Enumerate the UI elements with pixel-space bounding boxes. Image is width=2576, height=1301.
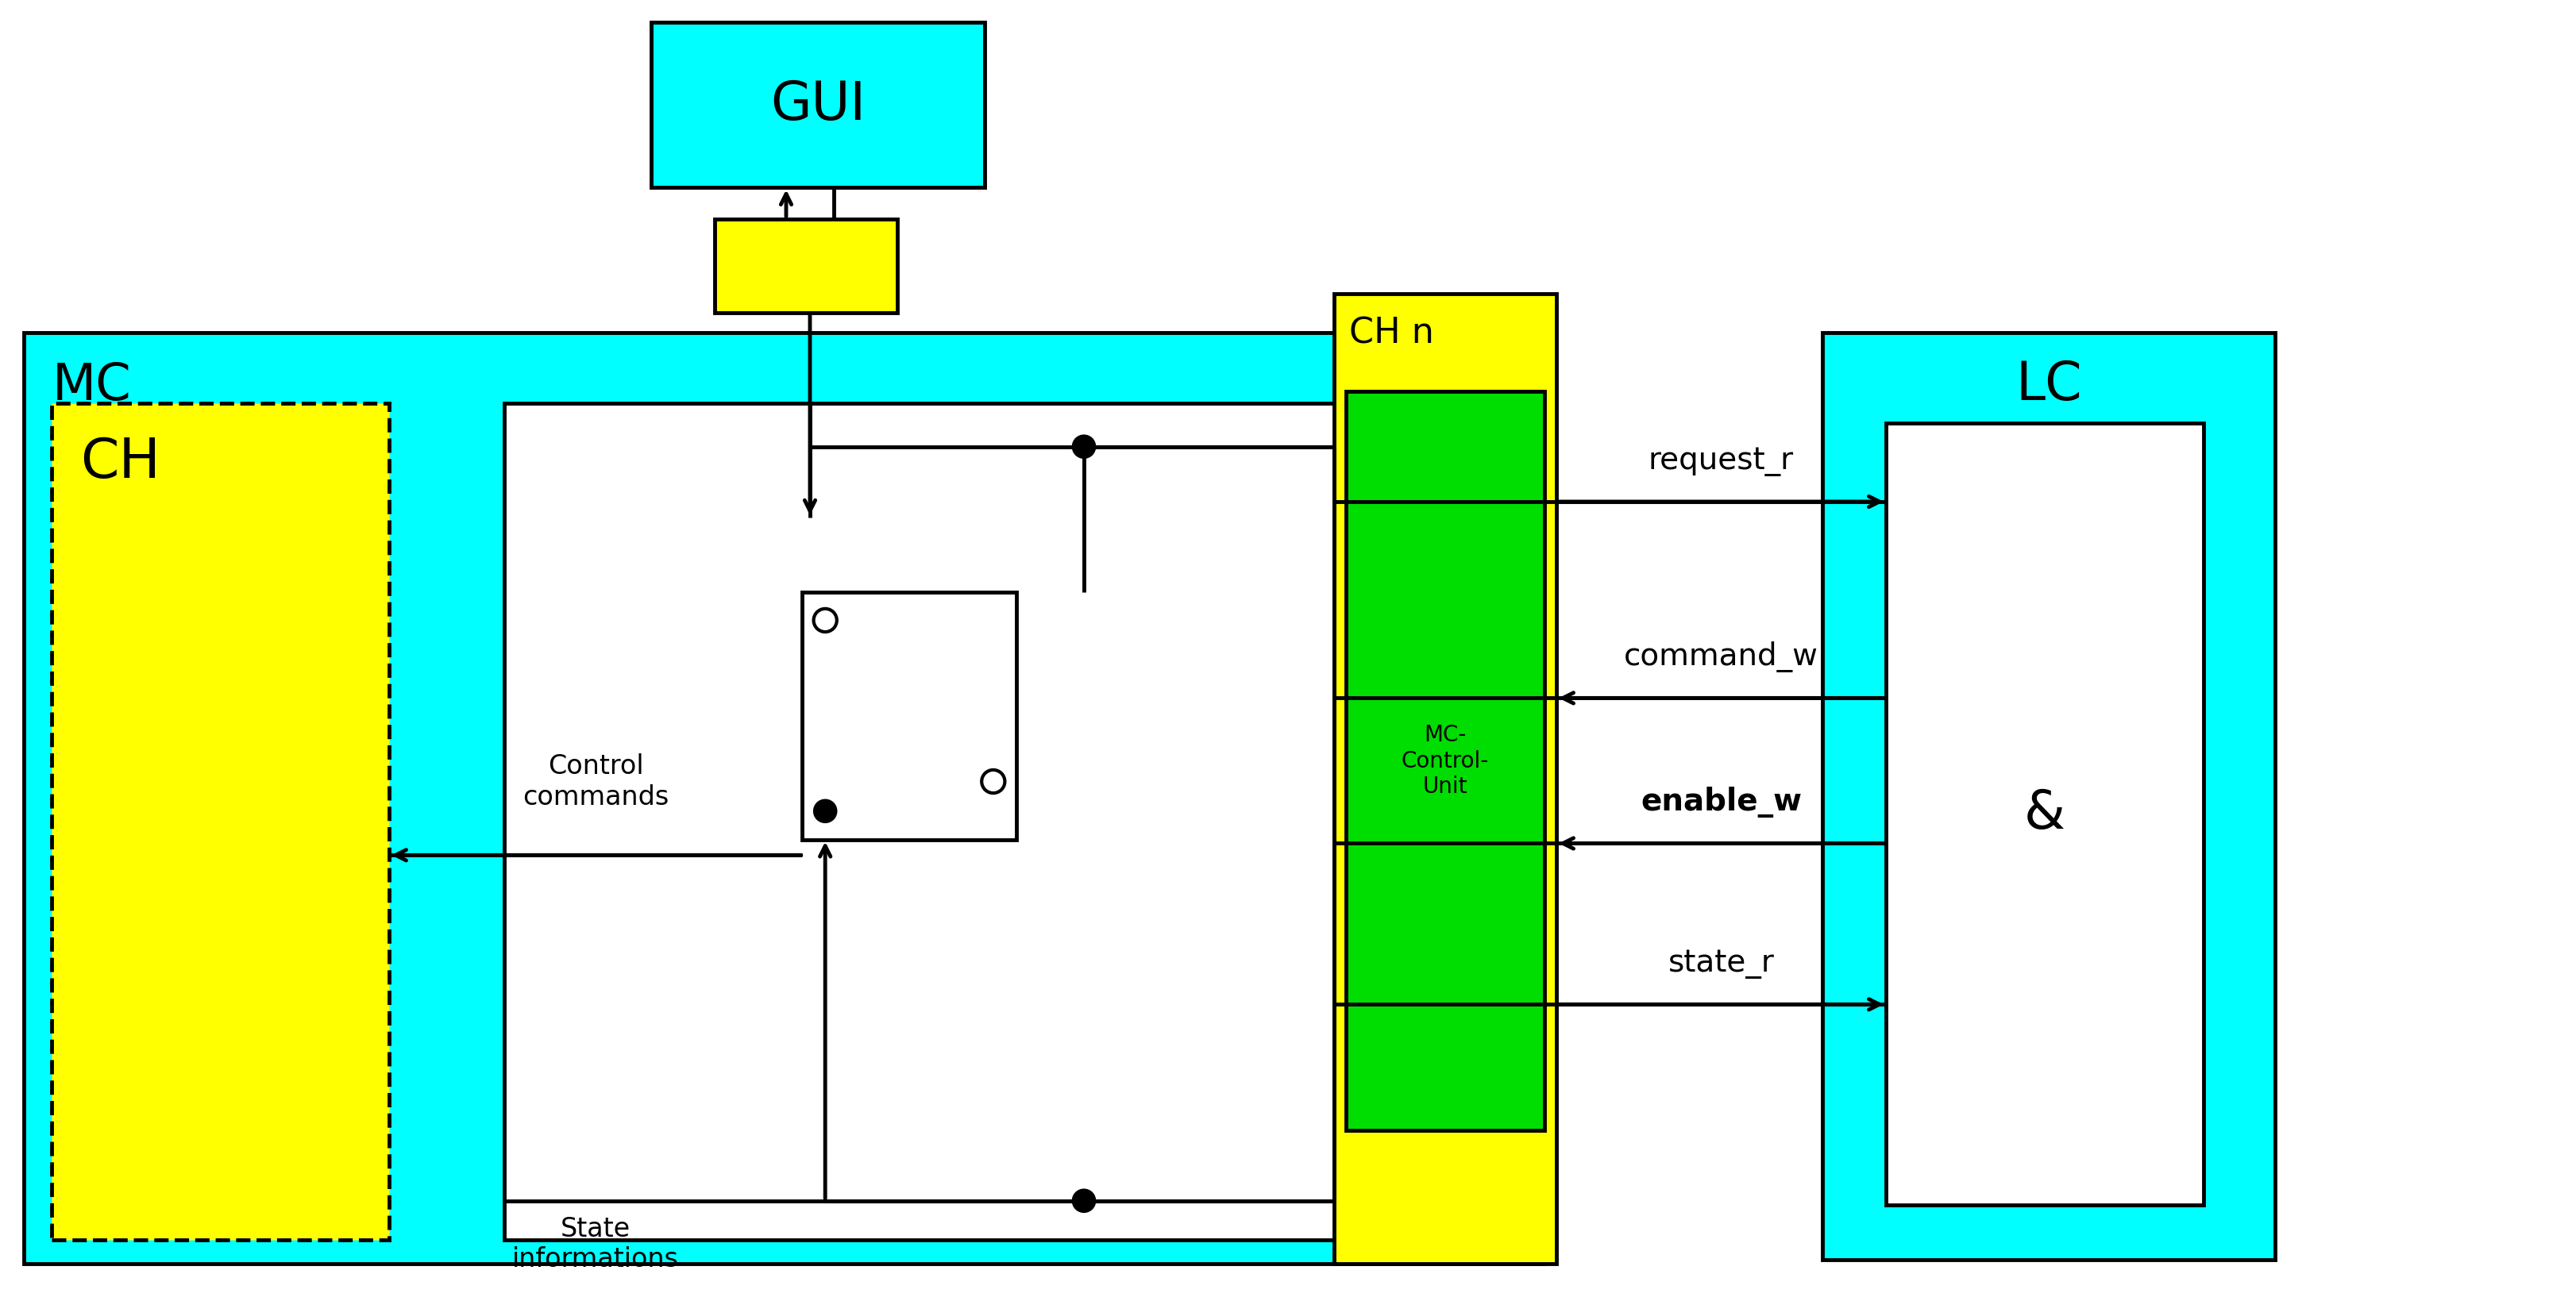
Bar — [1821, 333, 2275, 1259]
Text: &: & — [2025, 787, 2066, 840]
Bar — [52, 403, 389, 1240]
Circle shape — [981, 770, 1005, 794]
Text: enable_w: enable_w — [1641, 787, 1801, 817]
Circle shape — [814, 609, 837, 632]
Text: MC-
Control-
Unit: MC- Control- Unit — [1401, 725, 1489, 798]
Circle shape — [1072, 1189, 1095, 1213]
Text: Control
commands: Control commands — [523, 753, 670, 811]
Text: CH: CH — [80, 436, 160, 489]
Text: MC: MC — [52, 362, 131, 410]
Bar — [1334, 294, 1556, 1263]
Bar — [801, 592, 1018, 839]
Text: command_w: command_w — [1623, 641, 1819, 673]
Bar — [505, 403, 1546, 1240]
Bar — [1886, 423, 2202, 1205]
Text: request_r: request_r — [1649, 446, 1793, 476]
Bar — [652, 22, 984, 187]
Bar — [714, 219, 896, 314]
Text: CH n: CH n — [1350, 316, 1435, 351]
Bar — [1347, 392, 1546, 1131]
Text: LC: LC — [2014, 359, 2081, 411]
Text: GUI: GUI — [770, 79, 866, 131]
Text: State
informations: State informations — [513, 1216, 680, 1272]
Circle shape — [1072, 435, 1095, 458]
Bar — [23, 333, 1546, 1263]
Text: state_r: state_r — [1669, 948, 1775, 978]
Circle shape — [814, 800, 837, 822]
